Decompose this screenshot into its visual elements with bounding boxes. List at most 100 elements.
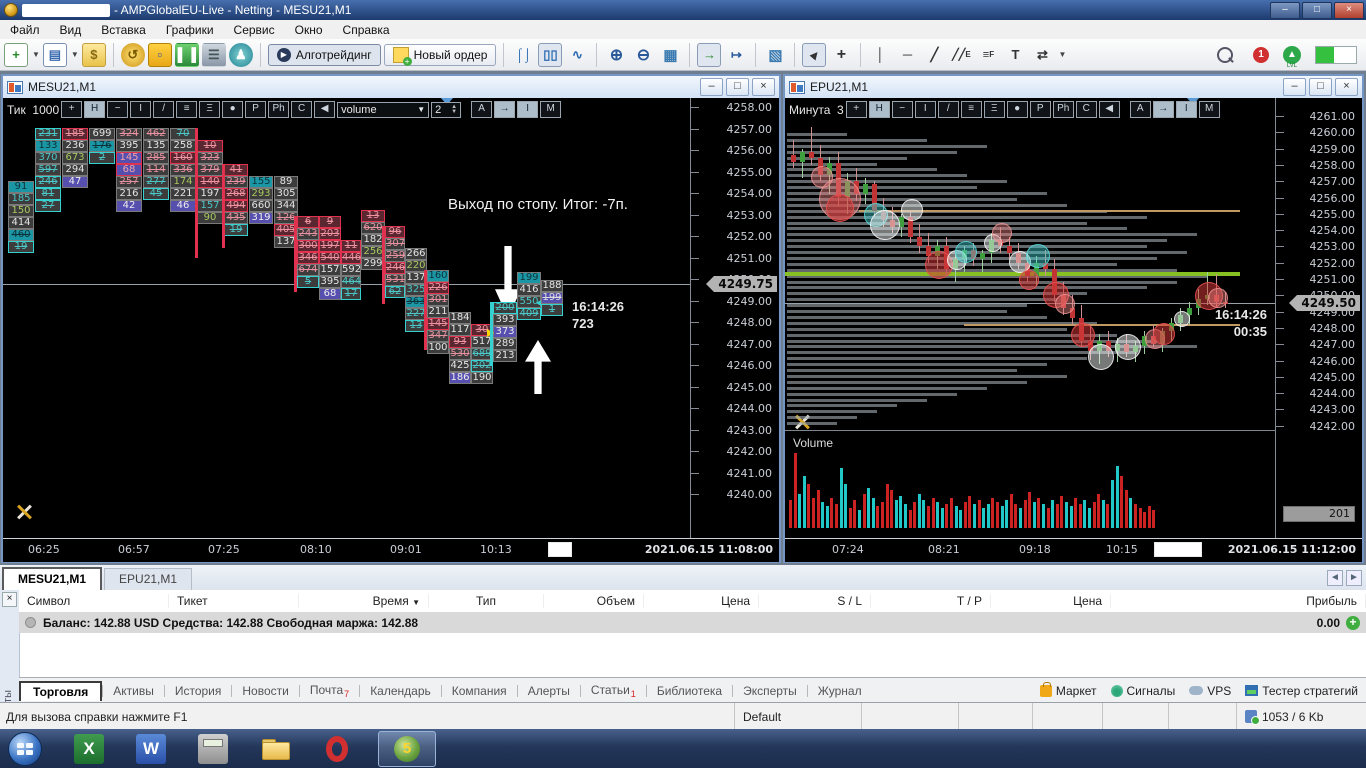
cluster-toolbar-item[interactable]: Ξ — [199, 101, 221, 118]
cluster-toolbar-item[interactable]: − — [107, 101, 129, 118]
toolbox-tab-3[interactable]: История — [174, 683, 222, 698]
toolbox-tab-1[interactable]: Торговля — [19, 680, 103, 701]
cluster-toolbar-item[interactable]: I — [130, 101, 152, 118]
accounts-icon[interactable]: $ — [81, 42, 106, 67]
toolbox-tab-12[interactable]: Журнал — [817, 683, 862, 698]
toolbox-tab-4[interactable]: Новости — [242, 683, 289, 698]
column-header[interactable]: Цена — [991, 594, 1111, 608]
crosshair-icon[interactable]: + — [836, 45, 847, 63]
arrows-dropdown-icon[interactable]: ▼ — [1058, 50, 1067, 59]
chart-minimize-button[interactable]: – — [700, 78, 723, 96]
cluster-size-spinner[interactable]: 2 ▲ ▼ — [431, 101, 462, 118]
toolbox-button-3[interactable]: VPS — [1189, 684, 1231, 698]
cluster-toolbar-item[interactable]: A — [1129, 101, 1151, 118]
cluster-toolbar-item[interactable]: M — [1198, 101, 1220, 118]
profile-cell[interactable]: Default — [734, 703, 861, 730]
left-price-axis[interactable]: 4258.00 4257.00 4256.00 4255.00 4254.00 4253.… — [690, 98, 779, 538]
right-time-axis[interactable]: 07:24 08:21 09:18 10:15 2021.06.15 11:12:00 — [785, 538, 1362, 562]
chart-minimize-button[interactable]: – — [1283, 78, 1306, 96]
cluster-toolbar-item[interactable]: ◀ — [1098, 101, 1120, 118]
cluster-toolbar-item[interactable]: I — [1175, 101, 1197, 118]
cluster-toolbar-item[interactable]: Ph — [1052, 101, 1074, 118]
trendline-icon[interactable]: ╱ — [930, 46, 939, 62]
taskbar-excel-icon[interactable]: X — [74, 733, 104, 764]
algo-trading-button[interactable]: ▶ Алготрейдинг — [267, 43, 381, 66]
cluster-toolbar-item[interactable]: ◀ — [314, 101, 336, 118]
cluster-toolbar-item[interactable]: Ξ — [983, 101, 1005, 118]
toolbox-tab-9[interactable]: Статьи 1 — [590, 682, 636, 699]
chart-tab-epu21-m1[interactable]: EPU21,M1 — [104, 568, 193, 590]
chart-tools-icon[interactable] — [15, 504, 33, 520]
text-icon[interactable]: T — [1011, 47, 1020, 62]
maximize-button[interactable]: □ — [1302, 2, 1332, 19]
minimize-button[interactable]: – — [1270, 2, 1300, 19]
zoom-out-icon[interactable]: ⊖ — [636, 46, 651, 64]
left-time-axis[interactable]: 06:25 06:57 07:25 08:10 09:01 10:13 2021.06.15… — [3, 538, 779, 562]
taskbar-calculator-icon[interactable] — [198, 733, 228, 764]
right-price-axis[interactable]: 4261.00 4260.00 4259.00 4258.00 4257.00 4256.… — [1275, 98, 1362, 538]
toolbox-button-4[interactable]: Тестер стратегий — [1245, 684, 1358, 698]
search-icon[interactable] — [1217, 46, 1233, 63]
toolbox-tab-7[interactable]: Компания — [451, 683, 507, 698]
menu-item[interactable]: Вид — [59, 22, 82, 37]
candle-chart-plot[interactable]: 4261.00 4260.00 4259.00 4258.00 4257.00 4256.… — [785, 98, 1362, 538]
cluster-toolbar-item[interactable]: H — [868, 101, 890, 118]
cluster-toolbar-item[interactable]: C — [1075, 101, 1097, 118]
column-header[interactable]: T / P — [871, 594, 991, 608]
cluster-toolbar-item[interactable]: I — [517, 101, 539, 118]
cluster-toolbar-item[interactable]: ≡ — [960, 101, 982, 118]
expand-plus-icon[interactable]: + — [1346, 615, 1360, 630]
volume-dropdown[interactable]: volume ▼ — [337, 101, 430, 118]
profiles-icon[interactable]: ▤ — [42, 42, 67, 67]
column-header[interactable]: Цена — [644, 594, 759, 608]
start-button[interactable] — [8, 731, 42, 766]
history-center-icon[interactable]: ↺ — [120, 42, 145, 67]
cluster-toolbar-item[interactable]: + — [845, 101, 867, 118]
new-chart-icon[interactable]: + — [4, 42, 28, 67]
lvl-icon[interactable]: ▲ — [1283, 45, 1301, 75]
cluster-toolbar-item[interactable]: ● — [222, 101, 244, 118]
tab-scroll-left-icon[interactable]: ◄ — [1327, 570, 1343, 586]
cluster-toolbar-item[interactable]: / — [153, 101, 175, 118]
column-header[interactable]: Символ — [19, 594, 169, 608]
menu-item[interactable]: Файл — [10, 22, 40, 37]
column-header[interactable]: Тип — [429, 594, 544, 608]
chart-maximize-button[interactable]: □ — [726, 78, 749, 96]
taskbar-opera-icon[interactable] — [322, 734, 352, 764]
bars-chart-icon[interactable]: ⌠⌡ — [515, 47, 532, 62]
cluster-toolbar-item[interactable]: − — [891, 101, 913, 118]
menu-item[interactable]: Графики — [165, 22, 214, 37]
zoom-in-icon[interactable]: ⊕ — [609, 46, 624, 64]
menu-item[interactable]: Сервис — [233, 22, 275, 37]
cluster-toolbar-item[interactable]: ≡ — [176, 101, 198, 118]
hosting-icon[interactable]: ☰ — [201, 42, 226, 67]
footprint-chart-plot[interactable]: 4258.00 4257.00 4256.00 4255.00 4254.00 4253.… — [3, 98, 779, 538]
notification-badge[interactable]: 1 — [1253, 46, 1269, 63]
taskbar-word-icon[interactable]: W — [136, 733, 166, 764]
cluster-toolbar-item[interactable]: → — [1152, 101, 1174, 118]
community-icon[interactable]: ♟ — [228, 42, 253, 67]
cluster-toolbar-item[interactable]: I — [914, 101, 936, 118]
fibonacci-icon[interactable]: ≡ F — [982, 48, 995, 61]
auto-scroll-icon[interactable]: → — [697, 42, 722, 67]
line-chart-icon[interactable]: ∿ — [572, 46, 583, 62]
signals-icon[interactable]: ▌▐ — [174, 42, 199, 67]
chart-maximize-button[interactable]: □ — [1309, 78, 1332, 96]
taskbar-explorer-icon[interactable] — [260, 734, 290, 764]
cluster-toolbar-item[interactable]: → — [494, 101, 516, 118]
menu-item[interactable]: Окно — [294, 22, 323, 37]
toolbox-close-icon[interactable]: × — [2, 592, 17, 607]
cluster-toolbar-item[interactable]: ● — [1006, 101, 1028, 118]
cluster-toolbar-item[interactable]: Ph — [268, 101, 290, 118]
chart-shift-icon[interactable]: ↦ — [731, 46, 742, 62]
toolbox-button-2[interactable]: Сигналы — [1110, 684, 1175, 698]
column-header[interactable]: Время ▼ — [299, 594, 429, 608]
toolbox-tab-2[interactable]: Активы — [113, 683, 154, 698]
menu-item[interactable]: Справка — [342, 22, 390, 37]
cluster-toolbar-item[interactable]: H — [84, 101, 106, 118]
column-header[interactable]: Объем — [544, 594, 644, 608]
new-order-button[interactable]: + Новый ордер — [383, 43, 497, 66]
tab-scroll-right-icon[interactable]: ► — [1346, 570, 1362, 586]
market-icon[interactable]: ▫ — [147, 42, 172, 67]
candles-chart-icon[interactable]: ▯▯ — [538, 42, 563, 67]
